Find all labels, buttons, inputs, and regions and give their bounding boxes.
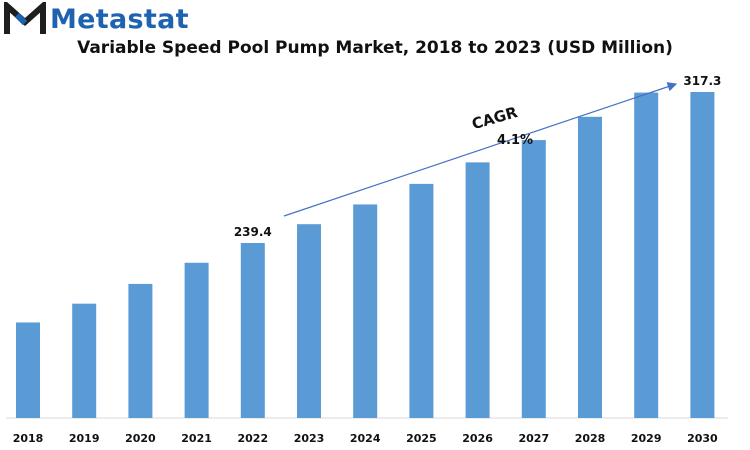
- x-tick-label-2018: 2018: [13, 432, 44, 445]
- x-tick-label-2027: 2027: [518, 432, 549, 445]
- x-tick-label-2023: 2023: [294, 432, 325, 445]
- data-label-2022: 239.4: [234, 225, 272, 239]
- bar-2018: [16, 322, 40, 418]
- cagr-arrow: [283, 82, 678, 217]
- metastat-m-icon: [4, 2, 46, 34]
- cagr-value: 4.1%: [497, 133, 533, 148]
- x-tick-label-2024: 2024: [350, 432, 381, 445]
- bar-2025: [409, 183, 434, 418]
- x-tick-label-2022: 2022: [237, 432, 268, 445]
- bar-2029: [634, 92, 659, 418]
- bar-2022: [240, 243, 265, 418]
- chart-title: Variable Speed Pool Pump Market, 2018 to…: [77, 38, 673, 58]
- bar-2023: [297, 224, 321, 418]
- metastat-logo: Metastat: [4, 2, 189, 36]
- bar-2024: [353, 204, 378, 418]
- bar-2026: [465, 162, 490, 418]
- bar-2028: [578, 116, 602, 419]
- x-tick-label-2021: 2021: [181, 432, 212, 445]
- bar-2019: [72, 303, 97, 418]
- data-label-2030: 317.3: [683, 74, 721, 88]
- x-tick-label-2026: 2026: [462, 432, 493, 445]
- cagr-label: CAGR: [470, 103, 520, 133]
- x-tick-label-2019: 2019: [69, 432, 100, 445]
- bar-2021: [184, 262, 209, 418]
- x-tick-label-2029: 2029: [631, 432, 662, 445]
- x-tick-label-2028: 2028: [575, 432, 606, 445]
- brand-name: Metastat: [50, 3, 189, 35]
- bar-2020: [128, 283, 153, 418]
- bar-2030: [690, 92, 715, 418]
- bar-2027: [521, 140, 546, 418]
- x-tick-label-2030: 2030: [687, 432, 718, 445]
- x-tick-label-2025: 2025: [406, 432, 437, 445]
- x-tick-label-2020: 2020: [125, 432, 156, 445]
